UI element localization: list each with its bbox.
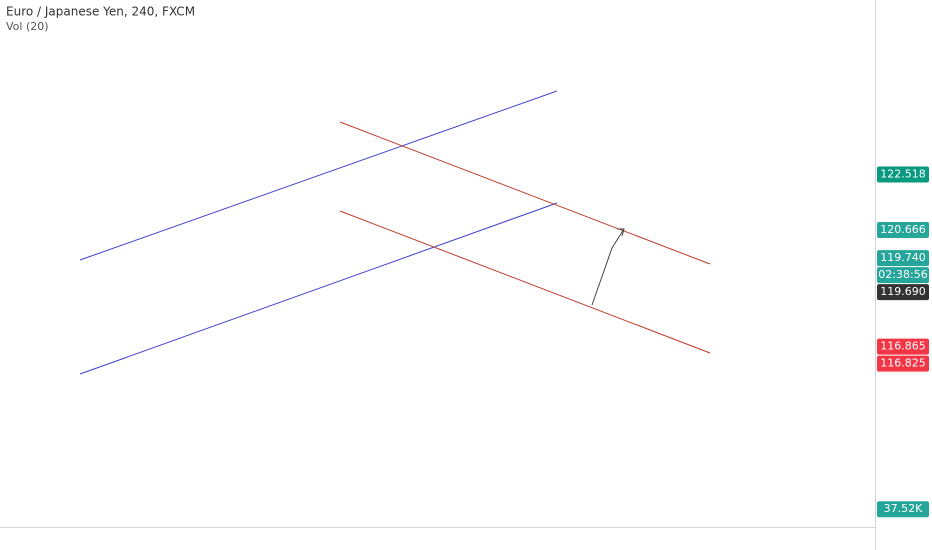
countdown-text: 02:38:56 [878,268,927,281]
price-marker-box [877,250,929,267]
price-marker: 119.740 [877,250,929,267]
price-marker: 119.690 [877,284,929,301]
price-marker-text: 120.666 [880,223,926,236]
price-marker: 120.666 [877,222,929,239]
down-channel-lower [339,210,711,354]
price-marker-box [877,338,929,355]
chart-title: Euro / Japanese Yen, 240, FXCM [6,5,195,19]
price-marker-box [877,284,929,301]
price-marker-text: 119.690 [880,285,926,298]
countdown-box [877,267,929,284]
indicator-label: Vol (20) [6,20,49,33]
axes: 122.518 120.666 119.740 02:38:56 119.690 116.… [877,166,929,518]
price-marker-text: 122.518 [880,168,926,181]
price-marker-box [877,222,929,239]
price-marker-box [877,355,929,372]
countdown: 02:38:56 [877,267,929,284]
price-marker-text: 119.740 [880,251,926,264]
trend-lines [79,90,711,375]
price-marker-text: 116.825 [880,357,926,370]
volume-marker-box [877,501,929,518]
price-marker: 116.825 [877,355,929,372]
channel-upper [79,90,558,261]
arrow-head [617,228,625,237]
projection-arrow [591,228,625,306]
price-marker: 122.518 [877,166,929,183]
volume-marker-text: 37.52K [884,502,923,515]
volume-marker: 37.52K [877,501,929,518]
price-marker-box [877,166,929,183]
channel-lower [79,202,558,375]
down-channel-upper [339,121,711,265]
price-marker: 116.865 [877,338,929,355]
price-marker-text: 116.865 [880,340,926,353]
